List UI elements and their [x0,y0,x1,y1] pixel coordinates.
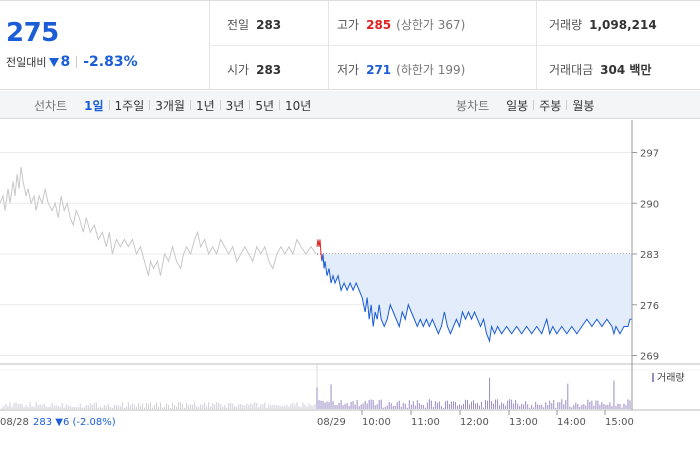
candle-daily[interactable]: 일봉 [506,98,529,113]
period-1w[interactable]: 1주일 [114,98,145,113]
divider [566,100,568,110]
price-lines [0,166,632,343]
prev-day-line [0,166,317,276]
candle-weekly[interactable]: 주봉 [539,98,562,113]
prev-close-label: 전일 [227,18,250,32]
open-stat: 시가 283 [227,61,281,78]
amount-value: 304 백만 [600,63,652,77]
period-3y[interactable]: 3년 [225,98,245,113]
price-chart: 297 290 283 276 269 거래량 08/28 283 ▼6 (-2.08%)… [0,120,700,428]
open-value: 283 [256,63,282,77]
amount-stat: 거래대금 304 백만 [549,61,651,78]
down-arrow-icon [49,57,60,67]
below-reference-fill [317,254,632,341]
period-5y[interactable]: 5년 [255,98,275,113]
current-price: 275 [6,18,59,48]
low-label: 저가 [337,63,360,77]
divider [279,100,281,110]
prev-day-change-label: 283 ▼6 (-2.08%) [33,417,116,428]
divider [149,100,151,110]
volume-label: 거래량 [549,18,583,32]
high-stat: 고가 285 (상한가 367) [337,16,465,33]
period-1d[interactable]: 1일 [84,98,104,113]
divider [219,100,221,110]
chart-toolbar: 선차트 1일 1주일 3개월 1년 3년 5년 10년 봉차트 일봉 주봉 월봉 [0,91,700,119]
change-label: 전일대비 [6,56,47,69]
y-tick-label: 276 [640,301,659,312]
candle-monthly[interactable]: 월봉 [572,98,595,113]
divider [211,45,700,46]
divider [189,100,191,110]
open-label: 시가 [227,63,250,77]
prev-close-stat: 전일 283 [227,16,281,33]
prev-close-value: 283 [256,18,282,32]
upper-limit: (상한가 367) [396,18,466,32]
candle-chart-periods: 봉차트 일봉 주봉 월봉 [456,91,599,119]
x-tick-label: 10:00 [362,417,391,428]
high-value: 285 [366,18,392,32]
y-axis: 297 290 283 276 269 [631,120,659,410]
period-1y[interactable]: 1년 [195,98,215,113]
x-tick-label: 13:00 [509,417,538,428]
x-tick-label: 11:00 [411,417,440,428]
x-tick-label: 15:00 [605,417,634,428]
today-line-down [321,253,632,343]
period-10y[interactable]: 10년 [285,98,312,113]
y-tick-label: 290 [640,199,659,210]
line-chart-title: 선차트 [34,98,68,113]
volume-value: 1,098,214 [589,18,657,32]
low-stat: 저가 271 (하한가 199) [337,61,465,78]
lower-limit: (하한가 199) [396,63,466,77]
prev-day-date-label: 08/28 [0,417,29,428]
volume-legend-swatch [652,373,654,382]
x-axis: 08/28 283 ▼6 (-2.08%) 08/29 10:00 11:00 12:00… [0,410,634,428]
volume-bars: 거래량 [1,372,685,409]
today-line-up [316,239,323,262]
volume-legend-label: 거래량 [657,372,685,384]
price-summary: 275 전일대비 8 -2.83% 전일 283 고가 285 (상한가 367… [0,0,700,90]
x-tick-label: 12:00 [460,417,489,428]
x-tick-label: 14:00 [557,417,586,428]
change-row: 전일대비 8 -2.83% [6,54,138,70]
divider [249,100,251,110]
divider [533,100,535,110]
amount-label: 거래대금 [549,63,594,77]
period-3m[interactable]: 3개월 [155,98,185,113]
today-date-label: 08/29 [317,417,346,428]
y-tick-label: 269 [640,352,659,363]
volume-stat: 거래량 1,098,214 [549,16,657,33]
line-chart-periods: 선차트 1일 1주일 3개월 1년 3년 5년 10년 [34,91,316,119]
current-price-box: 275 전일대비 8 -2.83% [0,1,210,90]
y-tick-label: 297 [640,149,659,160]
divider [76,56,78,68]
low-value: 271 [366,63,392,77]
change-value: 8 [60,54,71,70]
reference-fill [317,254,632,341]
y-tick-label: 283 [640,250,659,261]
candle-chart-title: 봉차트 [456,98,490,113]
high-label: 고가 [337,18,360,32]
divider [108,100,110,110]
change-percent: -2.83% [83,54,138,70]
